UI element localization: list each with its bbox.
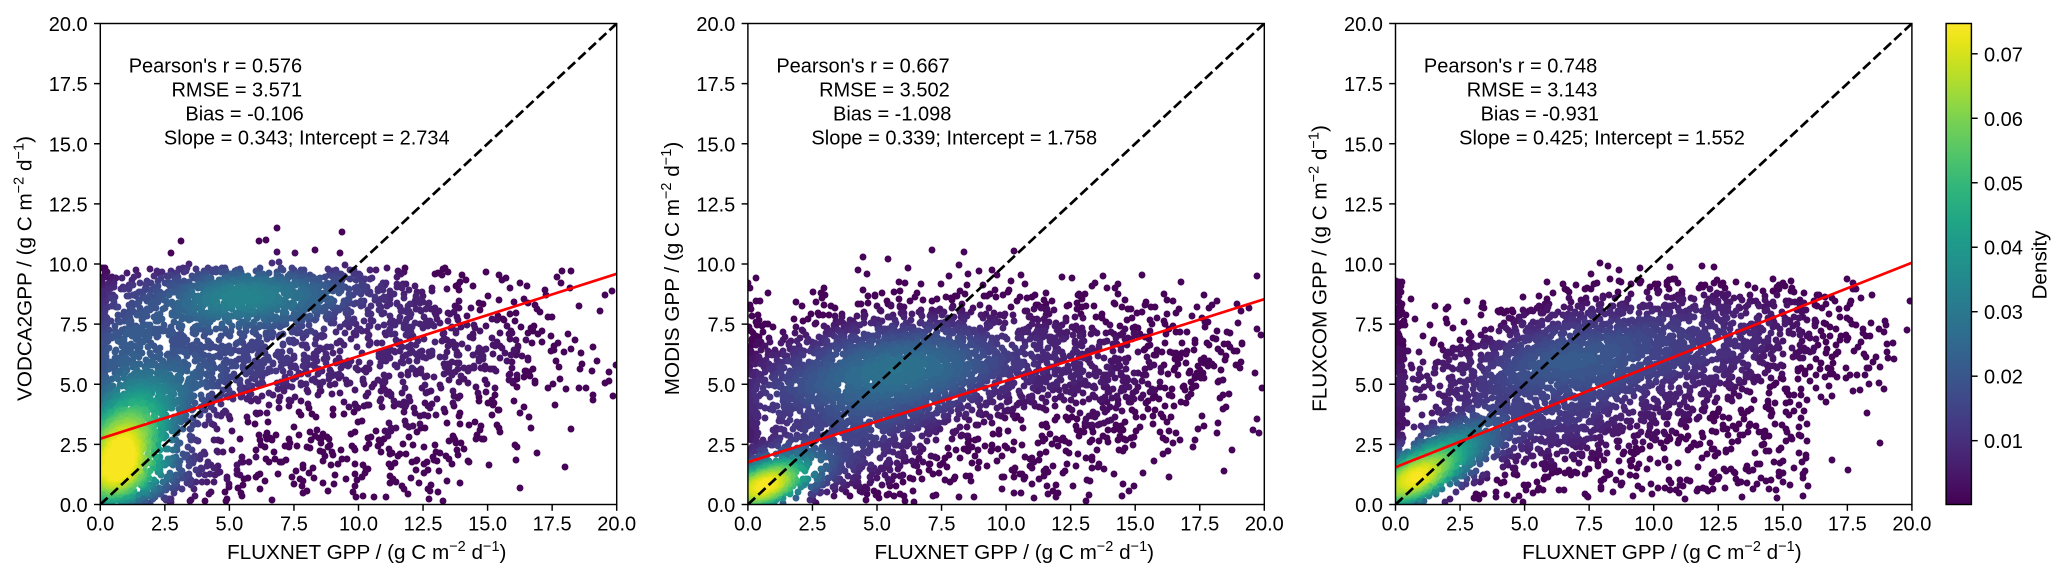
svg-text:5.0: 5.0 [707, 375, 735, 397]
svg-text:17.5: 17.5 [1180, 513, 1219, 535]
svg-text:Bias = -1.098: Bias = -1.098 [833, 104, 951, 126]
svg-text:2.5: 2.5 [60, 435, 88, 457]
svg-text:0.0: 0.0 [1355, 495, 1383, 517]
svg-text:Slope = 0.343; Intercept = 2.7: Slope = 0.343; Intercept = 2.734 [164, 128, 450, 150]
svg-text:17.5: 17.5 [533, 513, 572, 535]
svg-text:17.5: 17.5 [1344, 74, 1383, 96]
svg-text:10.0: 10.0 [696, 255, 735, 277]
svg-text:Slope = 0.339; Intercept = 1.7: Slope = 0.339; Intercept = 1.758 [811, 128, 1097, 150]
svg-text:Pearson's r = 0.748: Pearson's r = 0.748 [1424, 55, 1597, 77]
svg-text:7.5: 7.5 [707, 315, 735, 337]
svg-text:0.07: 0.07 [1984, 44, 2023, 66]
svg-text:5.0: 5.0 [60, 375, 88, 397]
svg-text:12.5: 12.5 [696, 194, 735, 216]
svg-text:12.5: 12.5 [1344, 194, 1383, 216]
svg-text:RMSE = 3.502: RMSE = 3.502 [819, 79, 950, 101]
svg-text:17.5: 17.5 [1828, 513, 1867, 535]
svg-text:15.0: 15.0 [1116, 513, 1155, 535]
svg-text:MODIS GPP / (g C m−2 d−1): MODIS GPP / (g C m−2 d−1) [659, 142, 684, 395]
svg-text:12.5: 12.5 [49, 194, 88, 216]
svg-text:Bias = -0.106: Bias = -0.106 [185, 104, 303, 126]
svg-text:0.0: 0.0 [86, 513, 114, 535]
svg-text:0.0: 0.0 [707, 495, 735, 517]
svg-text:RMSE = 3.571: RMSE = 3.571 [171, 79, 302, 101]
svg-text:Bias = -0.931: Bias = -0.931 [1481, 104, 1599, 126]
svg-text:15.0: 15.0 [1344, 134, 1383, 156]
svg-text:0.0: 0.0 [1382, 513, 1410, 535]
svg-text:15.0: 15.0 [1763, 513, 1802, 535]
svg-text:0.03: 0.03 [1984, 302, 2023, 324]
svg-text:0.05: 0.05 [1984, 173, 2023, 195]
svg-text:Slope = 0.425; Intercept = 1.5: Slope = 0.425; Intercept = 1.552 [1459, 128, 1745, 150]
svg-text:7.5: 7.5 [1575, 513, 1603, 535]
svg-text:2.5: 2.5 [151, 513, 179, 535]
svg-text:10.0: 10.0 [49, 255, 88, 277]
svg-text:0.04: 0.04 [1984, 238, 2023, 260]
svg-text:5.0: 5.0 [1511, 513, 1539, 535]
svg-text:20.0: 20.0 [597, 513, 636, 535]
svg-text:7.5: 7.5 [280, 513, 308, 535]
svg-text:0.01: 0.01 [1984, 431, 2023, 453]
svg-text:20.0: 20.0 [49, 14, 88, 36]
svg-text:7.5: 7.5 [1355, 315, 1383, 337]
svg-text:17.5: 17.5 [49, 74, 88, 96]
svg-text:12.5: 12.5 [1051, 513, 1090, 535]
svg-text:5.0: 5.0 [215, 513, 243, 535]
svg-text:20.0: 20.0 [696, 14, 735, 36]
svg-text:20.0: 20.0 [1245, 513, 1284, 535]
svg-text:RMSE = 3.143: RMSE = 3.143 [1467, 79, 1598, 101]
svg-text:15.0: 15.0 [49, 134, 88, 156]
svg-text:10.0: 10.0 [339, 513, 378, 535]
svg-text:12.5: 12.5 [404, 513, 443, 535]
svg-text:17.5: 17.5 [696, 74, 735, 96]
svg-text:10.0: 10.0 [987, 513, 1026, 535]
svg-text:15.0: 15.0 [468, 513, 507, 535]
svg-text:2.5: 2.5 [1446, 513, 1474, 535]
svg-text:7.5: 7.5 [60, 315, 88, 337]
svg-text:0.02: 0.02 [1984, 367, 2023, 389]
svg-text:7.5: 7.5 [928, 513, 956, 535]
svg-text:VODCA2GPP / (g C m−2 d−1): VODCA2GPP / (g C m−2 d−1) [11, 136, 36, 401]
svg-text:5.0: 5.0 [863, 513, 891, 535]
svg-text:2.5: 2.5 [1355, 435, 1383, 457]
svg-text:0.0: 0.0 [734, 513, 762, 535]
svg-text:20.0: 20.0 [1344, 14, 1383, 36]
svg-text:20.0: 20.0 [1892, 513, 1931, 535]
svg-text:FLUXCOM GPP / (g C m−2 d−1): FLUXCOM GPP / (g C m−2 d−1) [1307, 125, 1332, 412]
svg-text:Density: Density [2028, 230, 2051, 300]
svg-text:15.0: 15.0 [696, 134, 735, 156]
svg-text:12.5: 12.5 [1699, 513, 1738, 535]
svg-text:2.5: 2.5 [799, 513, 827, 535]
svg-text:0.0: 0.0 [60, 495, 88, 517]
svg-text:FLUXNET GPP / (g C m−2 d−1): FLUXNET GPP / (g C m−2 d−1) [227, 539, 507, 564]
svg-text:10.0: 10.0 [1634, 513, 1673, 535]
svg-text:Pearson's r = 0.667: Pearson's r = 0.667 [776, 55, 949, 77]
svg-text:Pearson's r = 0.576: Pearson's r = 0.576 [129, 55, 302, 77]
svg-text:0.06: 0.06 [1984, 109, 2023, 131]
svg-text:10.0: 10.0 [1344, 255, 1383, 277]
svg-text:5.0: 5.0 [1355, 375, 1383, 397]
svg-text:2.5: 2.5 [707, 435, 735, 457]
